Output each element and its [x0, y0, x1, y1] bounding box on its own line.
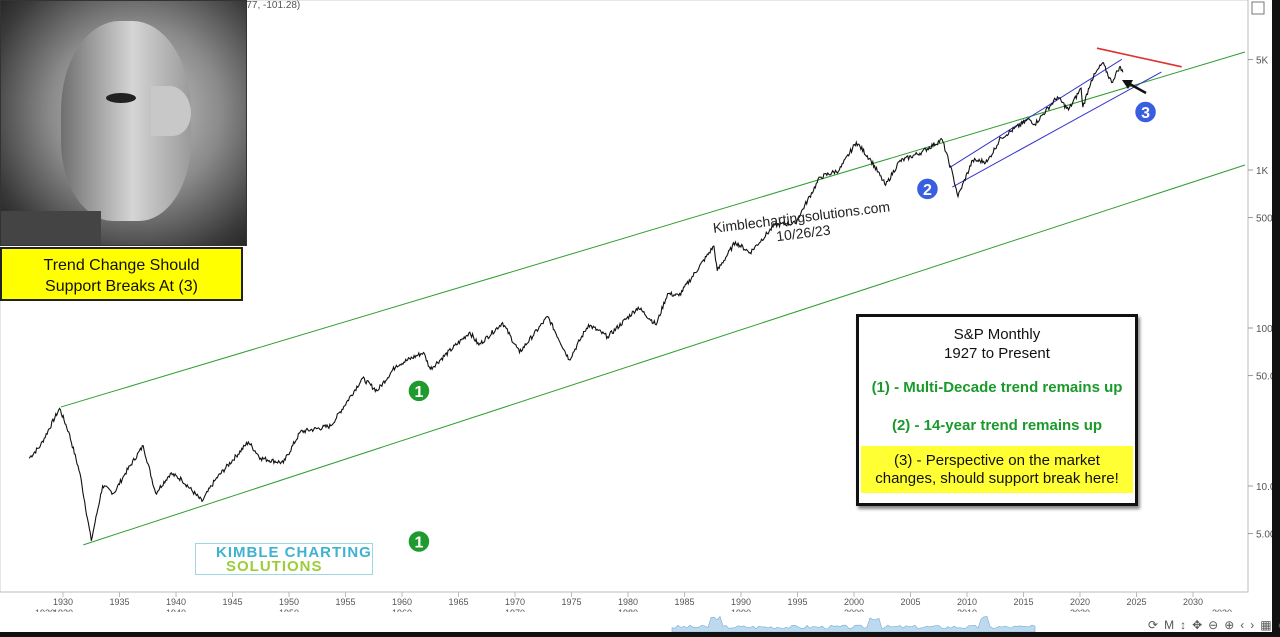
right-border — [1272, 0, 1280, 637]
x-tick-label: 1990 — [731, 597, 751, 607]
x-tick-label: 1945 — [222, 597, 242, 607]
y-tick-label: 5.00 — [1256, 530, 1276, 541]
y-tick-label: 500.00 — [1256, 214, 1280, 225]
x-tick-label: 1965 — [448, 597, 468, 607]
trend-marker-label: 1 — [414, 384, 423, 401]
illusion-face-photo — [0, 0, 247, 246]
trend-marker-2 — [915, 177, 940, 201]
logo-line-2: SOLUTIONS — [226, 558, 323, 575]
info-box: S&P Monthly 1927 to Present (1) - Multi-… — [856, 314, 1138, 506]
x-tick-label: 1960 — [392, 597, 412, 607]
coords-readout: 6.77, -101.28) — [238, 0, 301, 11]
x-tick-label: 1940 — [166, 597, 186, 607]
zoom-in-icon[interactable]: ⊕ — [1224, 618, 1235, 632]
trendline-3 — [1096, 47, 1182, 68]
trendline-1 — [60, 51, 1246, 408]
kimble-logo: KIMBLE CHARTING SOLUTIONS — [195, 543, 373, 575]
x-tick-label: 1955 — [335, 597, 355, 607]
x-tick-label: 2015 — [1013, 597, 1033, 607]
trend-marker-1 — [407, 379, 431, 403]
x-tick-label: 2020 — [1070, 597, 1090, 607]
x-tick-label: 1975 — [561, 597, 581, 607]
trend-marker-label: 2 — [923, 182, 932, 199]
logo-line-1: KIMBLE CHARTING — [216, 544, 372, 561]
note-line-1: Trend Change Should — [43, 257, 200, 274]
prev-icon[interactable]: ‹ — [1240, 618, 1245, 632]
trend-marker-label: 1 — [414, 535, 423, 552]
trend-change-note: Trend Change Should Support Breaks At (3… — [0, 247, 243, 301]
x-tick-label: 2005 — [900, 597, 920, 607]
bottom-border — [0, 632, 1280, 637]
info-title: S&P Monthly — [953, 326, 1041, 343]
next-icon[interactable]: › — [1250, 618, 1255, 632]
eye-shape — [106, 93, 136, 103]
trend-marker-1 — [407, 529, 431, 554]
info-subtitle: 1927 to Present — [944, 345, 1050, 362]
x-tick-label: 2000 — [844, 597, 864, 607]
y-tick-label: 100.00 — [1256, 324, 1280, 335]
info-point-3-line-2: changes, should support break here! — [875, 470, 1119, 487]
x-tick-label: 2030 — [1183, 597, 1203, 607]
price-series — [28, 62, 1124, 541]
trend-marker-3 — [1133, 100, 1158, 124]
settings-button[interactable] — [1251, 1, 1265, 15]
calendar-icon[interactable]: ▦ — [1260, 618, 1272, 632]
arrow-to-support-break — [1122, 80, 1147, 95]
info-point-3-line-1: (3) - Perspective on the market — [894, 452, 1100, 469]
info-point-1: (1) - Multi-Decade trend remains up — [871, 379, 1123, 396]
x-tick-label: 1970 — [505, 597, 525, 607]
info-point-3: (3) - Perspective on the market changes,… — [861, 446, 1133, 493]
x-tick-label: 1950 — [279, 597, 299, 607]
pan-icon[interactable]: ✥ — [1192, 618, 1203, 632]
x-tick-label: 1985 — [674, 597, 694, 607]
refresh-icon[interactable]: ⟳ — [1148, 618, 1159, 632]
info-point-2: (2) - 14-year trend remains up — [891, 417, 1103, 434]
note-line-2: Support Breaks At (3) — [45, 278, 198, 295]
trendline-2 — [952, 71, 1162, 188]
navigator-series — [671, 615, 1036, 633]
palette-icon[interactable]: ● — [1278, 618, 1280, 632]
monthly-toggle[interactable]: M — [1164, 618, 1175, 632]
x-tick-label: 2025 — [1126, 597, 1146, 607]
trendline-1 — [83, 164, 1246, 546]
trend-marker-label: 3 — [1141, 105, 1150, 122]
x-tick-label: 1980 — [618, 597, 638, 607]
x-tick-label: 1935 — [109, 597, 129, 607]
y-tick-label: 1K — [1256, 166, 1269, 177]
x-tick-label: 1995 — [787, 597, 807, 607]
chart-toolbar: ⟳ M ↕ ✥ ⊖ ⊕ ‹ › ▦ ● — [1148, 618, 1280, 632]
y-tick-label: 50.00 — [1256, 372, 1280, 383]
x-tick-label: 2010 — [957, 597, 977, 607]
nose-shape — [151, 86, 191, 136]
y-tick-label: 5K — [1256, 56, 1269, 67]
shirt-shape — [1, 211, 101, 245]
x-tick-label: 1930 — [53, 597, 73, 607]
zoom-out-icon[interactable]: ⊖ — [1208, 618, 1219, 632]
vertical-scale-icon[interactable]: ↕ — [1180, 618, 1187, 632]
y-tick-label: 10.00 — [1256, 482, 1280, 493]
